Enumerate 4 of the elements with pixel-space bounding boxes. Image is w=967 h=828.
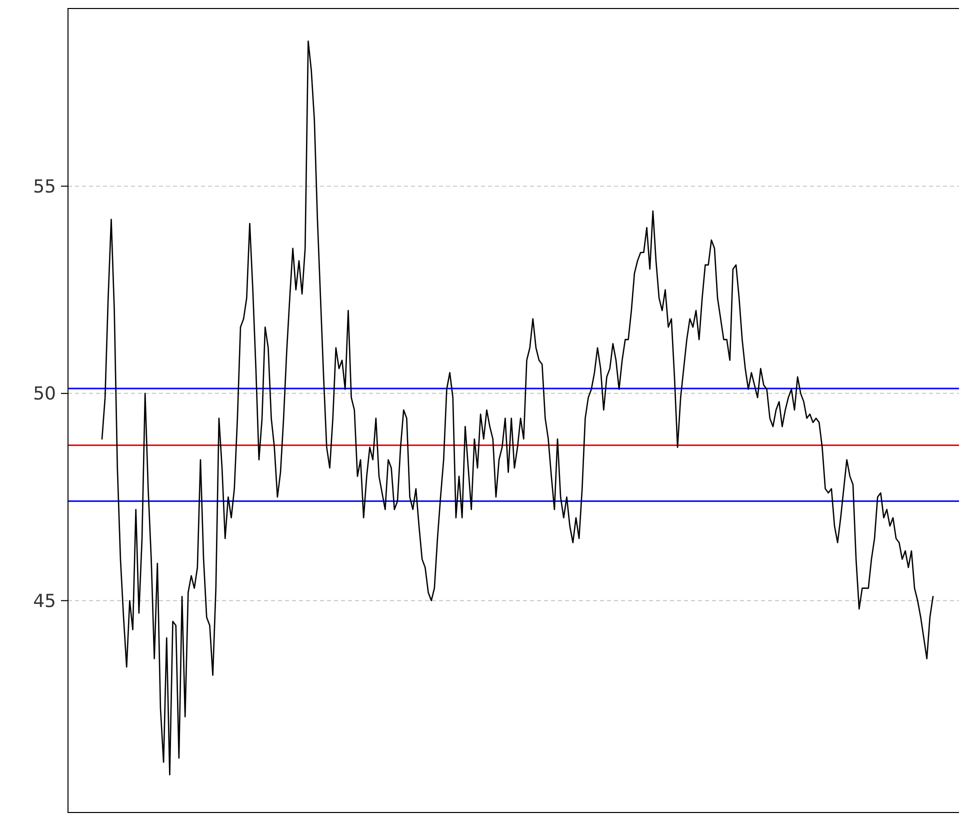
y-tick-label: 55 <box>33 176 56 198</box>
y-tick-label: 45 <box>33 590 56 612</box>
y-tick-label: 50 <box>33 384 56 405</box>
line-series <box>101 40 934 776</box>
